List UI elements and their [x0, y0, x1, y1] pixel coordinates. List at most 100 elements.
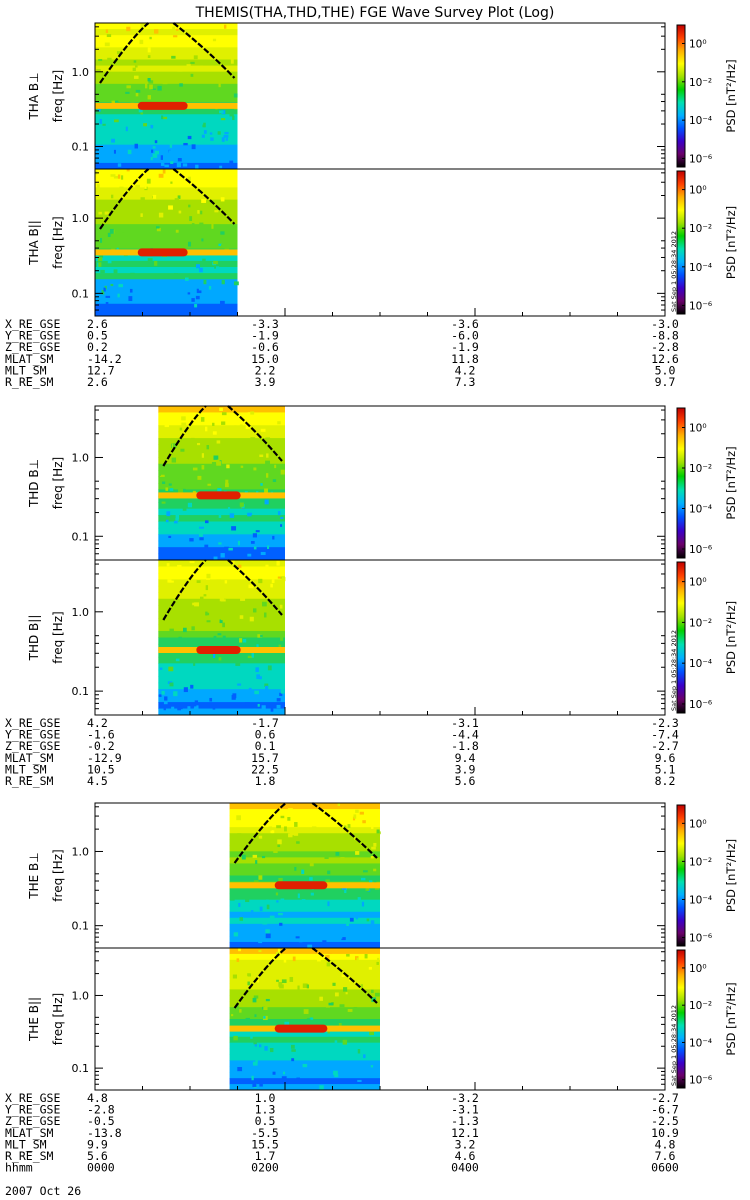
spectrogram-speckle [252, 533, 257, 538]
spectrogram-speckle [303, 1009, 309, 1014]
spectrogram-speckle [218, 514, 222, 518]
spectrogram-speckle [264, 1046, 268, 1051]
ephemeris-value: -2.5 [651, 1114, 679, 1128]
spectrogram-speckle [216, 440, 221, 444]
spectrogram-speckle [291, 1058, 295, 1062]
spectrogram-speckle [280, 898, 285, 901]
spectrogram-speckle [106, 310, 110, 316]
spectrogram-speckle [247, 553, 252, 557]
spectrogram-speckle [177, 564, 182, 570]
spectrogram-speckle [150, 157, 153, 161]
spectrogram-band [95, 218, 238, 225]
spectrogram-speckle [121, 238, 124, 244]
colorbar-tick-label: 10⁻⁶ [689, 699, 712, 711]
spectrogram-speckle [297, 893, 300, 899]
spectrogram-speckle [361, 901, 365, 907]
spectrogram-band [229, 851, 380, 858]
spectrogram-speckle [203, 122, 206, 128]
spectrogram-speckle [245, 424, 251, 430]
spectrogram-band [95, 156, 238, 164]
spectrogram-speckle [104, 211, 109, 215]
spectrogram-band [95, 303, 238, 311]
spectrogram-speckle [294, 822, 298, 827]
spectrogram-band [229, 899, 380, 907]
spectrogram-speckle [110, 283, 114, 287]
spectrogram-speckle [153, 85, 157, 89]
spectrogram-speckle [205, 227, 209, 231]
spectrogram-speckle [241, 854, 246, 860]
spectrogram-speckle [241, 703, 246, 706]
spectrogram-speckle [220, 118, 226, 121]
spectrogram-speckle [163, 705, 166, 711]
spectrogram-speckle [146, 212, 150, 218]
spectrogram-speckle [250, 910, 254, 915]
spectrogram-speckle [167, 579, 172, 583]
spectrogram-speckle [213, 260, 218, 265]
spectrogram-speckle [250, 569, 254, 574]
spectrogram-speckle [156, 227, 161, 232]
ephemeris-value: -3.3 [251, 317, 279, 331]
spectrogram-speckle [168, 205, 173, 210]
spectrogram-speckle [353, 1006, 358, 1011]
spectrogram-speckle [129, 179, 133, 182]
spectrogram-speckle [102, 123, 106, 126]
spectrogram-band [158, 669, 285, 677]
gyro-curve [233, 947, 287, 1009]
wave-line-peak [274, 1024, 328, 1033]
spectrogram-speckle [220, 231, 225, 235]
spectrogram-speckle [251, 652, 254, 658]
spectrogram-speckle [203, 279, 207, 285]
spectrogram-speckle [167, 631, 171, 637]
spectrogram-speckle [262, 601, 267, 607]
spectrogram-speckle [259, 454, 264, 458]
spectrogram-speckle [110, 268, 114, 272]
spectrogram-speckle [239, 638, 243, 643]
spectrogram-speckle [265, 1002, 270, 1006]
spectrogram-speckle [276, 704, 281, 709]
spectrogram-speckle [232, 115, 235, 121]
ephemeris-table-the: X_RE_GSE 4.8 1.0 -3.2 -2.7 Y_RE_GSE -2.8 1.3 -3.… [5, 1091, 679, 1175]
spectrogram-speckle [258, 578, 263, 584]
spectrogram-band [229, 827, 380, 834]
ephemeris-value: 0600 [651, 1161, 679, 1175]
spectrogram-speckle [221, 279, 225, 285]
spectrogram-speckle [176, 28, 179, 31]
spectrogram-speckle [161, 690, 165, 695]
ephemeris-value: -1.7 [251, 716, 279, 730]
ephemeris-value: 2.2 [255, 363, 276, 377]
spectrogram-speckle [262, 920, 268, 925]
spectrogram-speckle [280, 516, 284, 519]
spectrogram-panel-the-bperp: 1.0 0.1 freq [Hz] THE B⊥ 10⁰ 10⁻² 10⁻⁴ 10⁻⁶ PSD … [27, 802, 738, 949]
spectrogram-speckle [302, 1062, 307, 1066]
spectrogram-speckle [373, 868, 377, 872]
spectrogram-speckle [189, 561, 195, 564]
spectrogram-speckle [255, 667, 259, 673]
spectrogram-speckle [205, 520, 209, 524]
spectrogram-speckle [326, 962, 331, 967]
spectrogram-speckle [247, 412, 253, 415]
spectrogram-speckle [349, 978, 352, 982]
spectrogram-speckle [237, 540, 240, 546]
spectrogram-speckle [113, 51, 119, 56]
spectrogram-speckle [195, 164, 199, 169]
ephemeris-value: 15.0 [251, 352, 279, 366]
spectrogram-speckle [287, 817, 291, 821]
spectrogram-speckle [132, 67, 136, 71]
spectrogram-speckle [296, 1077, 300, 1081]
spectrogram-speckle [174, 216, 179, 221]
spectrogram-speckle [134, 143, 138, 149]
spectrogram-speckle [264, 990, 267, 994]
spectrogram-speckle [219, 597, 225, 602]
ephemeris-value: -2.8 [651, 340, 679, 354]
spectrogram-speckle [215, 266, 220, 270]
colorbar-tick-label: 10⁻⁶ [689, 933, 712, 945]
spectrogram-speckle [252, 1082, 257, 1087]
colorbar-tick-label: 10⁻² [689, 223, 712, 235]
spectrogram-band [158, 534, 285, 542]
spectrogram-speckle [277, 421, 281, 425]
spectrogram-band [158, 450, 285, 458]
spectrogram-speckle [364, 954, 368, 959]
spectrogram-band [229, 905, 380, 913]
spectrogram-speckle [192, 467, 198, 471]
spectrogram-speckle [258, 1044, 262, 1048]
